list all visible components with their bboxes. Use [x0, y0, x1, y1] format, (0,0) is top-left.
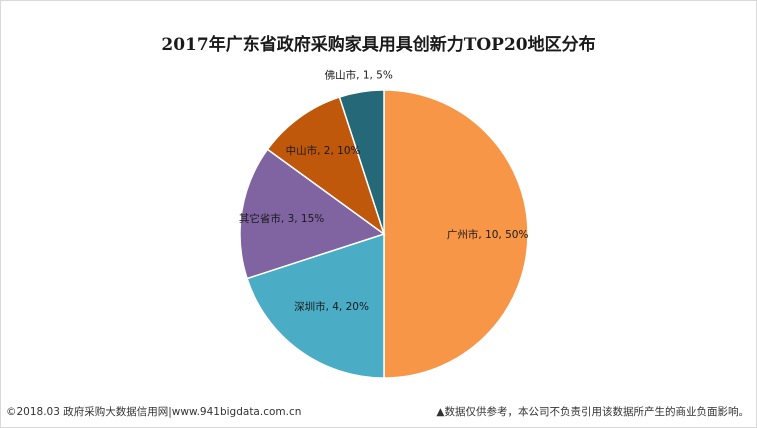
pie-slices	[239, 89, 529, 379]
footer-source: ©2018.03 政府采购大数据信用网|www.941bigdata.com.c…	[6, 406, 302, 418]
pie-slice-2	[239, 148, 386, 280]
pie-labels: 广州市, 10, 50% 深圳市, 4, 20% 其它省市, 3, 15% 中山市, …	[239, 69, 529, 314]
slice-label-3: 中山市, 2, 10%	[286, 144, 361, 157]
slice-label-2: 其它省市, 3, 15%	[239, 212, 324, 225]
pie-slice-4	[338, 89, 385, 235]
slice-label-1: 深圳市, 4, 20%	[294, 300, 369, 313]
pie-slice-1	[246, 232, 385, 379]
footer-disclaimer: ▲数据仅供参考，本公司不负责引用该数据所产生的商业负面影响。	[436, 406, 749, 418]
slice-label-0: 广州市, 10, 50%	[447, 228, 529, 241]
slice-label-4: 佛山市, 1, 5%	[325, 69, 393, 82]
pie-slice-3	[266, 96, 386, 236]
pie-slice-0	[383, 89, 529, 379]
chart-title: 2017年广东省政府采购家具用具创新力TOP20地区分布	[161, 35, 596, 55]
